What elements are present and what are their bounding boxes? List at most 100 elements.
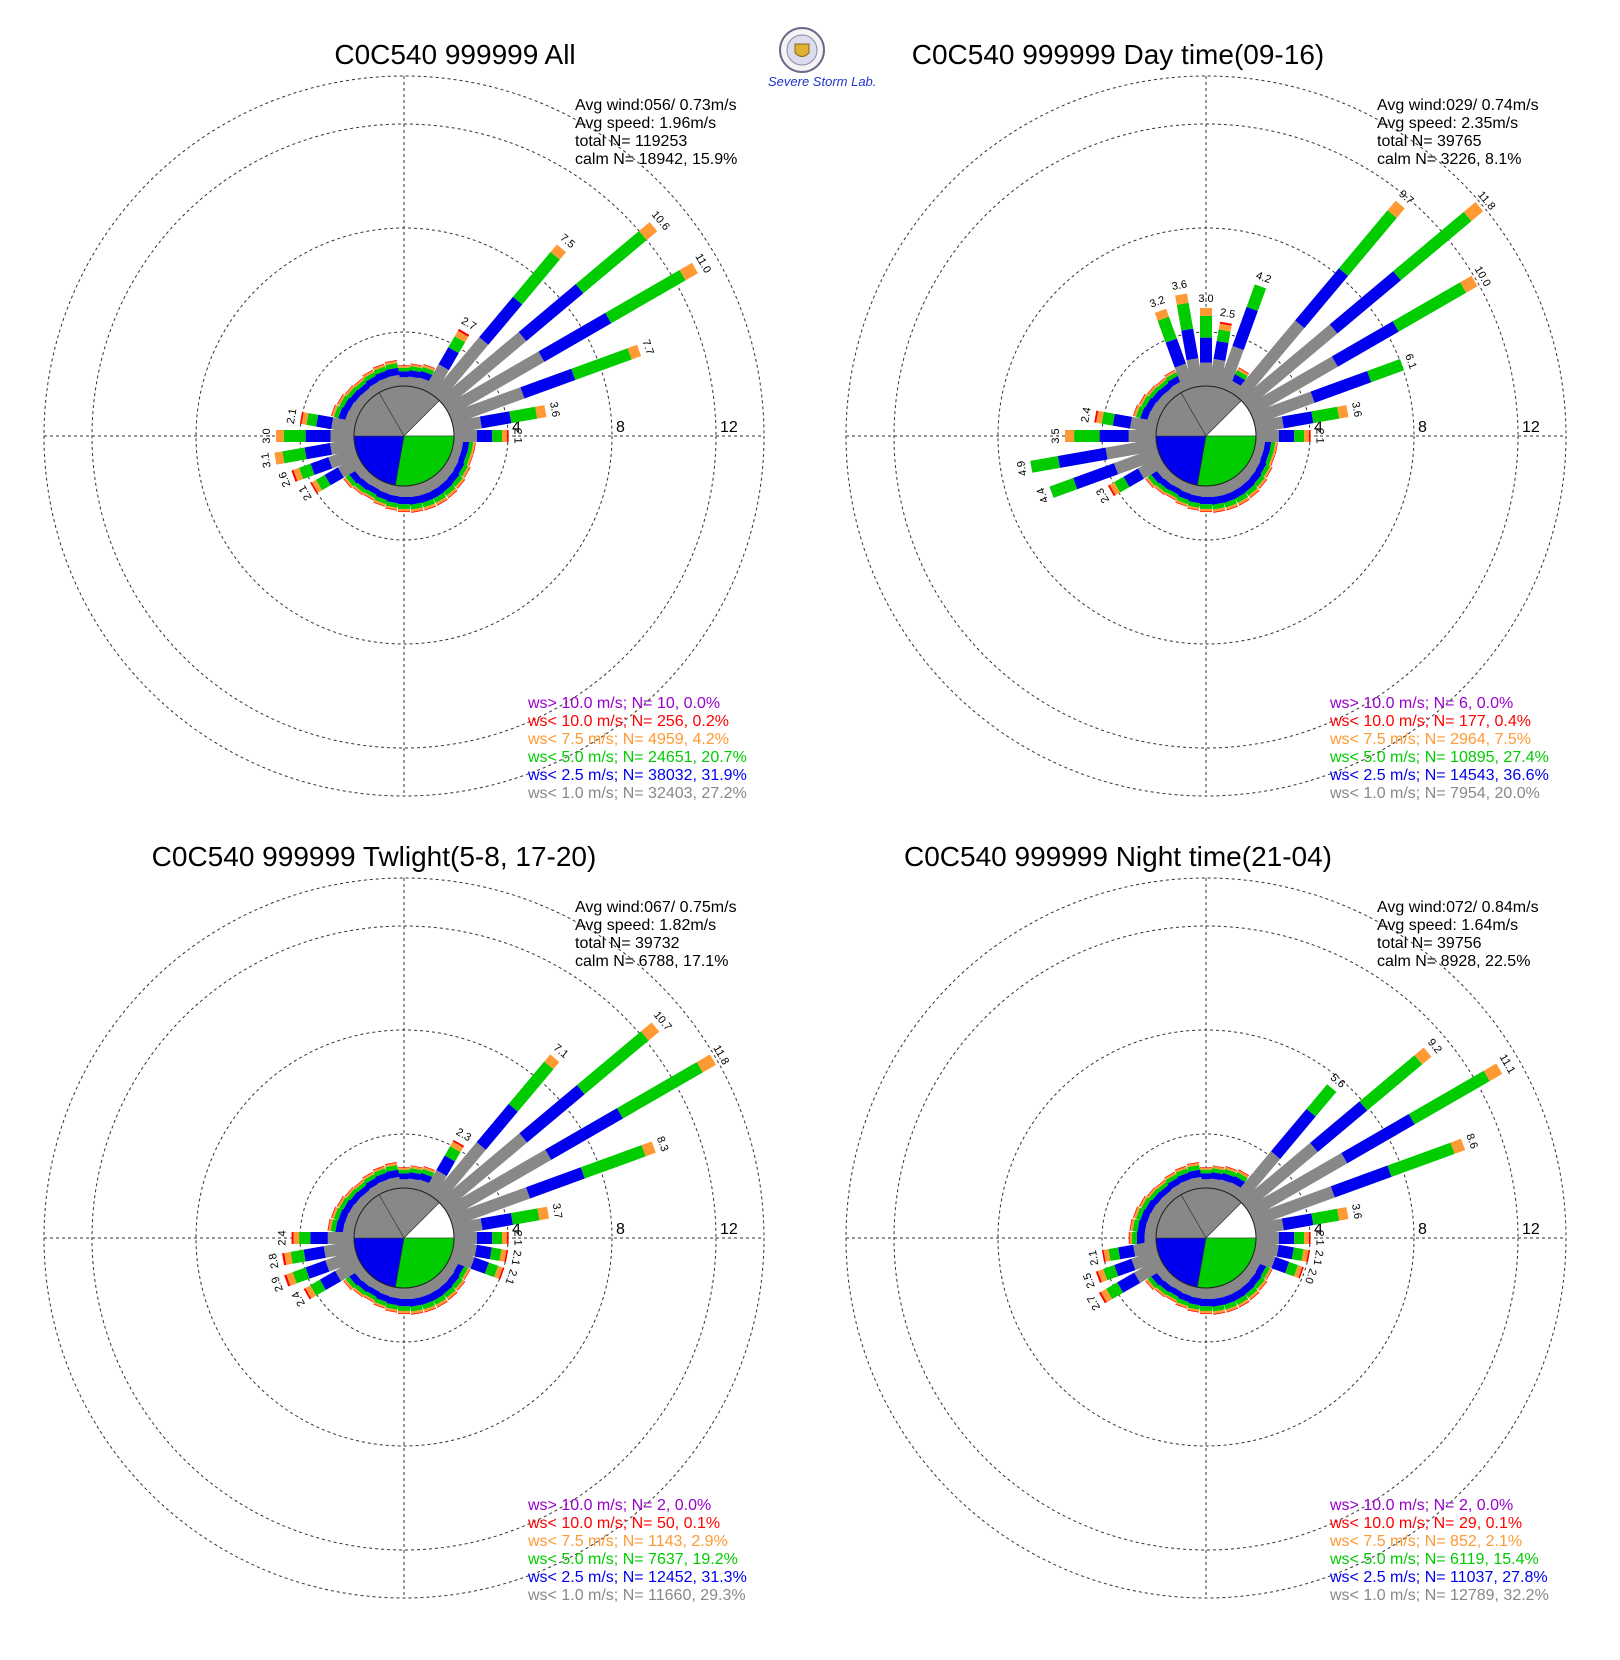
rose-1-spoke-bg150-segment-3: [1237, 496, 1250, 506]
rose-3-spoke-bg230-segment-3: [1145, 1279, 1156, 1290]
rose-0-spoke-11-segment-4: [299, 411, 304, 425]
rose-2-legend-0: ws> 10.0 m/s; N= 2, 0.0%: [527, 1497, 711, 1514]
rose-1-spoke-bg160-segment-4: [1226, 505, 1239, 511]
rose-2-spoke-bg170-segment-0: [406, 1286, 421, 1300]
rose-1-spoke-bg140-segment-2: [1245, 484, 1258, 496]
rose-3-spoke-bg350-segment-0: [1189, 1176, 1204, 1190]
rose-3-spoke-8-segment-2: [1106, 1282, 1124, 1300]
rose-3-spoke-bg290-segment-1: [1140, 1209, 1151, 1223]
rose-1-spoke-bg190-segment-1: [1188, 494, 1202, 504]
rose-3-spoke-bg350-segment-4: [1186, 1161, 1199, 1165]
rose-1-spoke-bg320-segment-4: [1155, 377, 1166, 386]
rose-0-spoke-bg140-segment-1: [438, 478, 453, 493]
rose-1-ring-label-2: 12: [1522, 419, 1540, 436]
rose-3-spoke-bg340-segment-3: [1175, 1166, 1188, 1173]
rose-0-spoke-bg110-segment-2: [463, 452, 471, 466]
rose-2-spoke-bg230-segment-1: [348, 1272, 362, 1286]
rose-2-spoke-bg160-segment-2: [421, 1300, 435, 1310]
rose-0-spoke-5-segment-3: [535, 405, 547, 419]
rose-0-stat-3: calm N= 18942, 15.9%: [575, 151, 737, 168]
rose-2-legend-1: ws< 10.0 m/s; N= 50, 0.1%: [527, 1515, 720, 1532]
rose-2-spoke-0-segment-2: [444, 1146, 461, 1162]
rose-0-spoke-2-segment-1: [518, 284, 584, 342]
rose-3-spoke-bg200-segment-1: [1177, 1292, 1192, 1303]
rose-2-spoke-bg170-segment-1: [408, 1297, 422, 1307]
rose-0-spoke-bg350-segment-2: [385, 363, 399, 370]
rose-0-spoke-10-segment-3: [276, 430, 284, 442]
rose-1-spoke-bg170-segment-1: [1210, 495, 1224, 505]
rose-2-spoke-bg160-segment-4: [424, 1307, 437, 1313]
rose-1-legend-3: ws< 5.0 m/s; N= 10895, 27.4%: [1329, 749, 1549, 766]
rose-3-spoke-0-segment-1: [1270, 1108, 1316, 1159]
rose-3-spoke-bg170-segment-2: [1212, 1304, 1225, 1312]
rose-2-spoke-bg190-segment-3: [385, 1307, 398, 1312]
rose-0-spoke-0-segment-2: [448, 336, 466, 354]
rose-2-spoke-5-segment-3: [537, 1206, 550, 1221]
rose-0-spoke-bg290-segment-4: [330, 404, 336, 417]
rose-1-spoke-bg310-segment-1: [1151, 389, 1165, 403]
rose-3-spoke-bg30-segment-1: [1231, 1176, 1246, 1189]
rose-3-spoke-bg20-segment-1: [1220, 1172, 1235, 1184]
rose-3-spoke-bg320-segment-3: [1156, 1180, 1167, 1190]
rose-2-spoke-bg320-segment-1: [357, 1184, 371, 1197]
rose-1-spoke-0-segment-2: [1157, 316, 1177, 343]
rose-1-spoke-bg180-segment-4: [1200, 511, 1212, 513]
rose-1-spoke-bg170-segment-3: [1212, 507, 1226, 513]
rose-3-legend-1: ws< 10.0 m/s; N= 29, 0.1%: [1329, 1515, 1522, 1532]
rose-0-spoke-0-segment-0: [423, 364, 449, 396]
rose-3-spoke-3-segment-0: [1250, 1186, 1335, 1227]
rose-2-spoke-7-segment-1: [474, 1244, 492, 1260]
rose-1-spoke-label-11: 2.3: [1094, 486, 1112, 505]
rose-0-spoke-9-segment-0: [329, 438, 356, 455]
rose-3-spoke-bg0-segment-1: [1200, 1173, 1212, 1180]
rose-2-spoke-5-segment-2: [510, 1208, 540, 1225]
rose-2-spoke-bg130-segment-4: [457, 1281, 466, 1291]
rose-2-spoke-bg300-segment-4: [336, 1195, 344, 1207]
rose-3-spoke-bg160-segment-4: [1226, 1307, 1239, 1313]
rose-3-spoke-bg30-segment-2: [1234, 1171, 1248, 1183]
rose-3-spoke-8-segment-1: [1117, 1272, 1141, 1293]
rose-1-spoke-13-segment-1: [1057, 447, 1108, 468]
rose-2-spoke-bg130-segment-1: [446, 1272, 460, 1287]
rose-1-spoke-15-segment-3: [1096, 410, 1104, 424]
rose-2-spoke-3-segment-2: [617, 1062, 703, 1119]
rose-3-pie-outline: [1155, 1187, 1257, 1289]
rose-2-spoke-bg310-segment-3: [345, 1187, 355, 1198]
rose-2-spoke-bg310-segment-1: [349, 1191, 363, 1205]
rose-2-spoke-bg220-segment-1: [357, 1279, 371, 1293]
rose-1-spoke-bg220-segment-1: [1159, 477, 1173, 491]
rose-0-spoke-8-segment-1: [310, 457, 333, 475]
rose-3-spoke-bg120-segment-1: [1254, 1262, 1267, 1277]
rose-3-spoke-bg130-segment-2: [1253, 1276, 1266, 1289]
rose-3-spoke-label-7: 2.0: [1302, 1267, 1319, 1285]
rose-2-spoke-8-segment-1: [470, 1257, 489, 1274]
rose-3-spoke-6-segment-2: [1291, 1247, 1304, 1261]
rose-3-spoke-bg220-segment-4: [1154, 1289, 1165, 1298]
rose-2-spoke-bg150-segment-3: [435, 1298, 448, 1308]
rose-2-spoke-label-9: 2.4: [290, 1289, 308, 1308]
rose-2-spoke-6-segment-1: [476, 1232, 493, 1244]
rose-0-spoke-3-segment-1: [538, 312, 612, 362]
rose-2-spoke-9-segment-1: [319, 1270, 342, 1291]
rose-0-spoke-bg100-segment-2: [467, 441, 474, 454]
rose-2-spoke-bg170-segment-3: [410, 1309, 424, 1315]
rose-3-legend-2: ws< 7.5 m/s; N= 852, 2.1%: [1329, 1533, 1522, 1550]
rose-2-pie-outline: [353, 1187, 455, 1289]
rose-1-spoke-bg160-segment-2: [1223, 498, 1237, 508]
rose-1-spoke-bg330-segment-2: [1165, 372, 1179, 382]
rose-3-spoke-bg220-segment-2: [1156, 1284, 1169, 1296]
rose-2-spoke-bg320-segment-3: [354, 1180, 365, 1190]
rose-0-spoke-1-segment-2: [513, 251, 560, 305]
rose-2-title: C0C540 999999 Twlight(5-8, 17-20): [152, 841, 597, 872]
rose-3-spoke-bg170-segment-4: [1213, 1311, 1226, 1315]
rose-1-spoke-bg290-segment-3: [1133, 404, 1140, 417]
rose-1-spoke-label-13: 4.9: [1015, 460, 1029, 477]
rose-0-spoke-label-7: 2.1: [297, 483, 315, 502]
rose-2-spoke-label-11: 2.8: [267, 1252, 281, 1269]
rose-2-spoke-4-segment-1: [525, 1167, 585, 1199]
rose-0-spoke-bg10-segment-2: [409, 366, 423, 373]
rose-0-spoke-bg200-segment-1: [375, 490, 390, 501]
rose-2-stat-2: total N= 39732: [575, 935, 680, 952]
rose-2-stat-3: calm N= 6788, 17.1%: [575, 953, 728, 970]
rose-0-legend-2: ws< 7.5 m/s; N= 4959, 4.2%: [527, 731, 729, 748]
